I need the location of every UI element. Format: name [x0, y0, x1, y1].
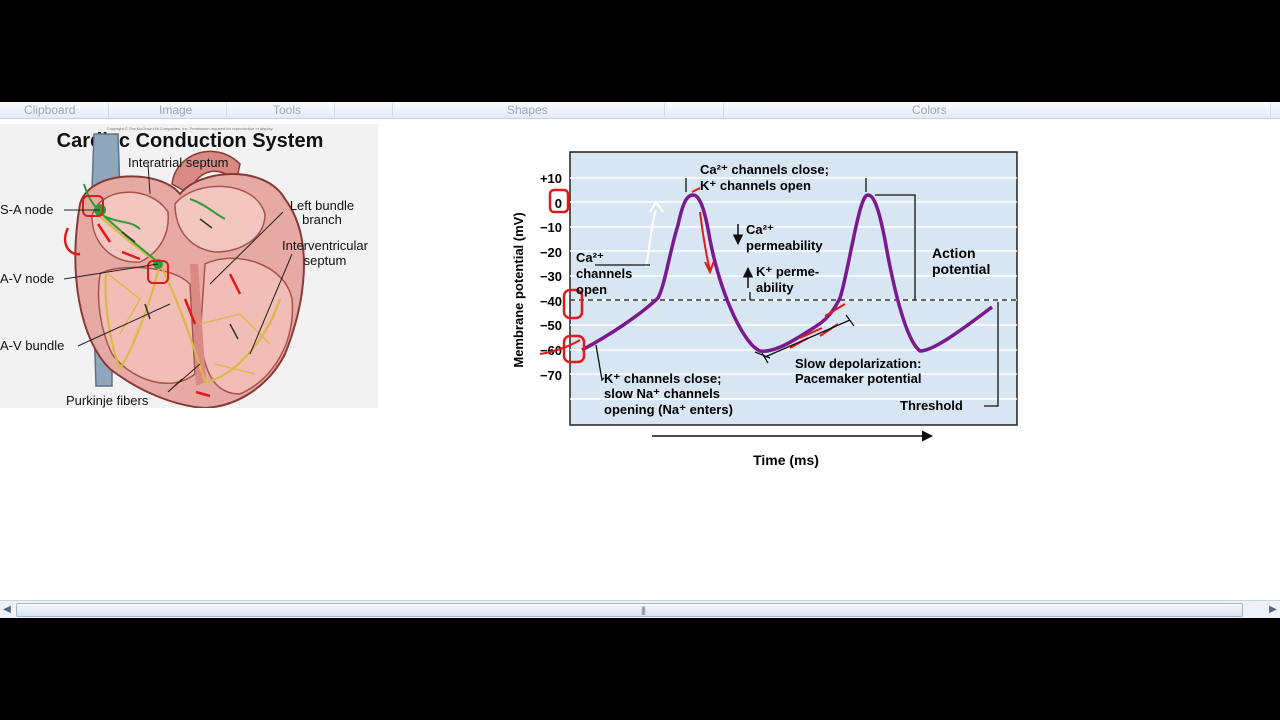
ytick-label: 0 [555, 196, 562, 211]
annotation-ca: Ca²⁺ [746, 222, 774, 237]
label-left-bundle: Left bundle [290, 198, 354, 213]
label-av-bundle: A-V bundle [0, 338, 64, 353]
annotation-ca-close: Ca²⁺ channels close; [700, 162, 829, 177]
annotation-k-close: K⁺ channels close; [604, 371, 721, 386]
annotation-na-enters: opening (Na⁺ enters) [604, 402, 733, 417]
white-pen-annotation [645, 200, 664, 268]
ribbon-group-clipboard[interactable]: Clipboard [24, 103, 76, 117]
label-purkinje-fibers: Purkinje fibers [66, 393, 149, 408]
grip-icon: ||| [641, 605, 646, 615]
ytick-label: −20 [540, 245, 562, 260]
annotation-ca-open-1: Ca²⁺ [576, 250, 604, 265]
scrollbar-thumb[interactable]: ||| [16, 603, 1243, 617]
annotation-ca-permeability: permeability [746, 238, 823, 253]
minus60-circle-annotation [562, 334, 586, 364]
label-av-node: A-V node [0, 271, 54, 286]
ytick-label: −30 [540, 269, 562, 284]
pacemaker-bracket [761, 314, 855, 364]
ytick-label: −40 [540, 294, 562, 309]
scroll-right-icon[interactable]: ▶ [1269, 603, 1277, 615]
ribbon-group-tools[interactable]: Tools [273, 103, 302, 117]
scroll-left-icon[interactable]: ◀ [3, 603, 11, 615]
ytick-label: −70 [540, 368, 562, 383]
ribbon-group-colors[interactable]: Colors [912, 103, 947, 117]
figure-title: Cardiac Conduction System [57, 130, 324, 152]
ribbon-bar: Clipboard Image Tools Shapes Colors [0, 102, 1280, 119]
ribbon-group-shapes[interactable]: Shapes [507, 103, 548, 117]
membrane-potential-curve [581, 193, 994, 353]
left-ventricle [199, 257, 294, 395]
annotation-k-perme: K⁺ perme- [756, 264, 819, 279]
ribbon-separator [392, 103, 393, 117]
annotation-ca-open-3: open [576, 282, 607, 297]
label-interventricular-septum: septum [304, 253, 347, 268]
label-interventricular: Interventricular [282, 238, 369, 253]
annotation-pacemaker-potential: Pacemaker potential [795, 371, 921, 386]
minus40-circle-annotation [562, 288, 584, 320]
annotation-ca-open-2: channels [576, 266, 632, 281]
ribbon-separator [723, 103, 724, 117]
annotation-slow-depolarization: Slow depolarization: [795, 356, 921, 371]
heart-illustration: Copyright © The McGraw-Hill Companies, I… [0, 126, 369, 410]
av-node-circle-annotation [147, 260, 169, 284]
ribbon-separator [226, 103, 227, 117]
ribbon-separator [108, 103, 109, 117]
red-arrow-annotations [63, 223, 242, 398]
annotation-slow-na: slow Na⁺ channels [604, 386, 720, 401]
plot-area [569, 151, 1018, 426]
ribbon-separator [664, 103, 665, 117]
aorta [171, 150, 241, 196]
copyright-notice: Copyright © The McGraw-Hill Companies, I… [107, 126, 274, 131]
x-axis-label: Time (ms) [753, 452, 819, 468]
zero-mv-circle-annotation [548, 188, 570, 214]
right-ventricle [97, 266, 196, 384]
conduction-fibers [94, 211, 282, 384]
ytick-label: −60 [540, 343, 562, 358]
y-axis-label: Membrane potential (mV) [511, 212, 526, 367]
leader-lines [63, 163, 293, 393]
right-atrium [91, 191, 169, 263]
annotation-k-ability: ability [756, 280, 794, 295]
ribbon-separator [334, 103, 335, 117]
ytick-label: −50 [540, 318, 562, 333]
pacemaker-potential-graph: +10 0 −10 −20 −30 −40 −50 −60 −70 Membra… [511, 151, 1018, 468]
horizontal-scrollbar[interactable]: ◀ ||| ▶ [0, 600, 1280, 618]
label-left-bundle-branch: branch [302, 212, 342, 227]
flow-arrows [121, 218, 239, 340]
ytick-label: +10 [540, 171, 562, 186]
sa-node-circle-annotation [82, 195, 104, 217]
annotation-threshold: Threshold [900, 398, 963, 413]
ribbon-separator [1270, 103, 1271, 117]
annotation-action: Action [932, 245, 976, 261]
ribbon-group-image[interactable]: Image [159, 103, 193, 117]
heart-figure: Copyright © The McGraw-Hill Companies, I… [0, 124, 378, 410]
interventricular-septum [190, 264, 206, 386]
label-sa-node: S-A node [0, 202, 54, 217]
red-pen-annotations [539, 187, 846, 355]
ytick-label: −10 [540, 220, 562, 235]
annotation-k-open: K⁺ channels open [700, 178, 811, 193]
purkinje-network [107, 273, 271, 375]
annotation-potential: potential [932, 261, 990, 277]
label-interatrial-septum: Interatrial septum [128, 155, 228, 170]
